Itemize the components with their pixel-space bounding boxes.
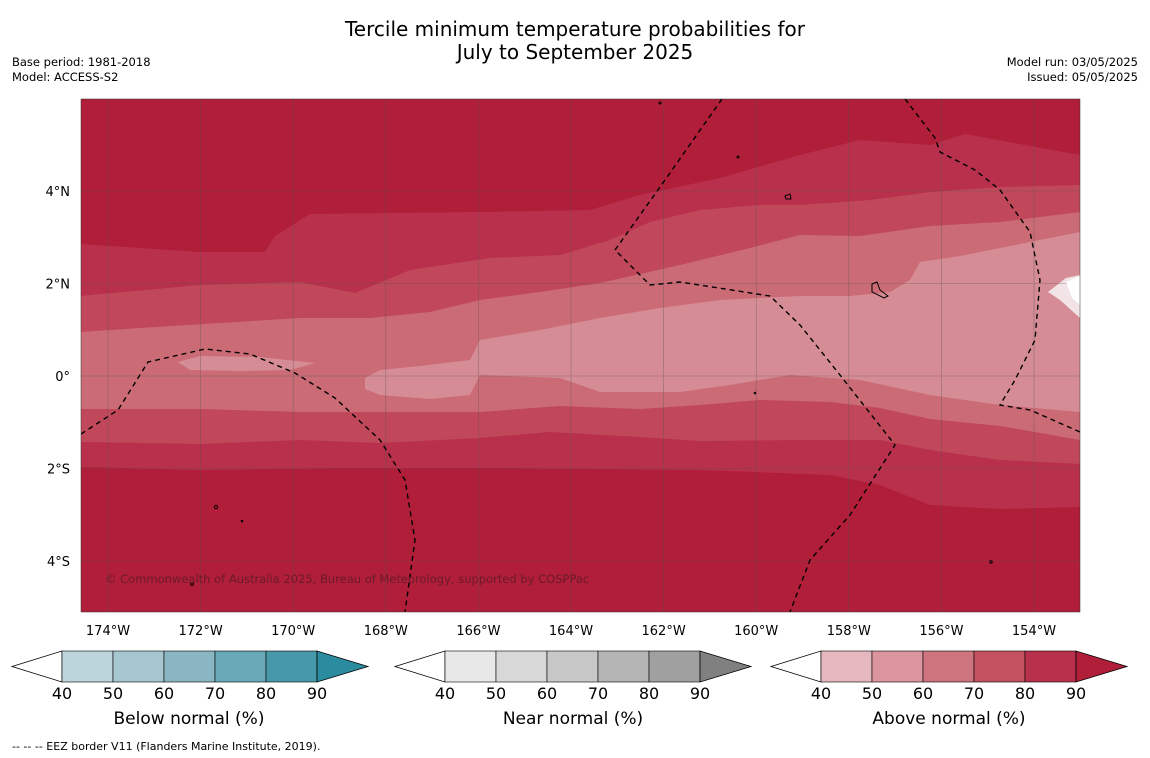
lat-tick-label: 2°S (47, 463, 70, 478)
colorbar-label-near: Near normal (%) (502, 709, 644, 729)
colorbar-tick-label: 70 (205, 684, 225, 703)
title-line-1: Tercile minimum temperature probabilitie… (344, 17, 806, 41)
lon-tick-label: 170°W (271, 624, 315, 639)
model-run: Model run: 03/05/2025 (1006, 55, 1138, 69)
colorbar-tick-label: 60 (913, 684, 933, 703)
lat-tick-label: 4°S (47, 555, 70, 570)
colorbar-segment (61, 650, 114, 683)
colorbar-segment (973, 650, 1026, 683)
graticule (81, 99, 1080, 612)
colorbar-tick-label: 80 (639, 684, 659, 703)
lon-tick-label: 156°W (919, 624, 963, 639)
colorbar-segment (163, 650, 216, 683)
colorbar-max-arrow (316, 650, 370, 683)
colorbar-tick-label: 70 (588, 684, 608, 703)
probability-field: © Commonwealth of Australia 2025, Bureau… (81, 99, 1080, 612)
colorbar-min-arrow (769, 650, 822, 683)
islands (190, 101, 993, 586)
colorbar-tick-label: 40 (811, 684, 831, 703)
footnote: -- -- -- EEZ border V11 (Flanders Marine… (12, 740, 321, 753)
colorbar-segment (1024, 650, 1077, 683)
colorbar-segment (495, 650, 548, 683)
colorbar-tick-label: 50 (862, 684, 882, 703)
colorbar-tick-label: 80 (256, 684, 276, 703)
map-frame (80, 98, 1081, 613)
longitude-ticks: 174°W 172°W 170°W 168°W 166°W 164°W 162°W 160°W… (86, 624, 1056, 639)
colorbar-1: 40 50 60 70 80 90 (393, 650, 753, 703)
colorbar-tick-label: 50 (103, 684, 123, 703)
run-info: Model run: 03/05/2025 Issued: 05/05/2025 (1007, 55, 1138, 85)
chart-title: Tercile minimum temperature probabilitie… (0, 18, 1150, 64)
colorbar-segment (820, 650, 873, 683)
lat-tick-label: 0° (55, 370, 70, 385)
lon-tick-label: 172°W (179, 624, 223, 639)
colorbar-segment (922, 650, 975, 683)
lon-tick-label: 164°W (549, 624, 593, 639)
copyright-notice: © Commonwealth of Australia 2025, Bureau… (105, 572, 589, 586)
band-40-50 (365, 232, 1080, 412)
colorbar-tick-label: 60 (154, 684, 174, 703)
colorbar-segment (214, 650, 267, 683)
lat-tick-label: 2°N (46, 278, 71, 293)
lon-tick-label: 168°W (364, 624, 408, 639)
eez-borders (81, 99, 1080, 612)
base-period: Base period: 1981-2018 (12, 55, 151, 69)
latitude-ticks: 4°N 2°N 0° 2°S 4°S (46, 185, 71, 570)
lat-tick-label: 4°N (46, 185, 71, 200)
colorbar-2: 40 50 60 70 80 90 (769, 650, 1129, 703)
lon-tick-label: 174°W (86, 624, 130, 639)
colorbar-tick-label: 60 (537, 684, 557, 703)
colorbar-segment (265, 650, 318, 683)
colorbar-0: 40 50 60 70 80 90 (10, 650, 370, 703)
colorbar-min-arrow (393, 650, 446, 683)
title-line-2: July to September 2025 (456, 40, 694, 64)
issued-date: Issued: 05/05/2025 (1027, 70, 1138, 84)
colorbar-segment (597, 650, 650, 683)
colorbar-segment (546, 650, 599, 683)
colorbar-tick-label: 40 (435, 684, 455, 703)
colorbar-min-arrow (10, 650, 63, 683)
colorbar-tick-label: 90 (690, 684, 710, 703)
colorbar-tick-label: 50 (486, 684, 506, 703)
colorbar-segment (871, 650, 924, 683)
colorbar-label-above: Above normal (%) (872, 709, 1026, 729)
colorbar-max-arrow (699, 650, 753, 683)
colorbar-tick-label: 90 (1066, 684, 1086, 703)
lon-tick-label: 158°W (827, 624, 871, 639)
colorbar-segment (112, 650, 165, 683)
colorbar-label-below: Below normal (%) (113, 709, 265, 729)
colorbar-tick-label: 70 (964, 684, 984, 703)
colorbar-tick-label: 80 (1015, 684, 1035, 703)
lon-tick-label: 162°W (642, 624, 686, 639)
colorbar-tick-label: 40 (52, 684, 72, 703)
colorbar-segment (444, 650, 497, 683)
colorbar-segment (648, 650, 701, 683)
lon-tick-label: 154°W (1012, 624, 1056, 639)
colorbar-tick-label: 90 (307, 684, 327, 703)
model-name: Model: ACCESS-S2 (12, 70, 119, 84)
model-info: Base period: 1981-2018 Model: ACCESS-S2 (12, 55, 151, 85)
colorbar-max-arrow (1075, 650, 1129, 683)
white-region (1066, 276, 1080, 305)
lon-tick-label: 160°W (734, 624, 778, 639)
lon-tick-label: 166°W (456, 624, 500, 639)
colorbars: 40 50 60 70 80 90 40 50 60 70 80 90 40 50 60 70 80 90 (10, 650, 1129, 703)
